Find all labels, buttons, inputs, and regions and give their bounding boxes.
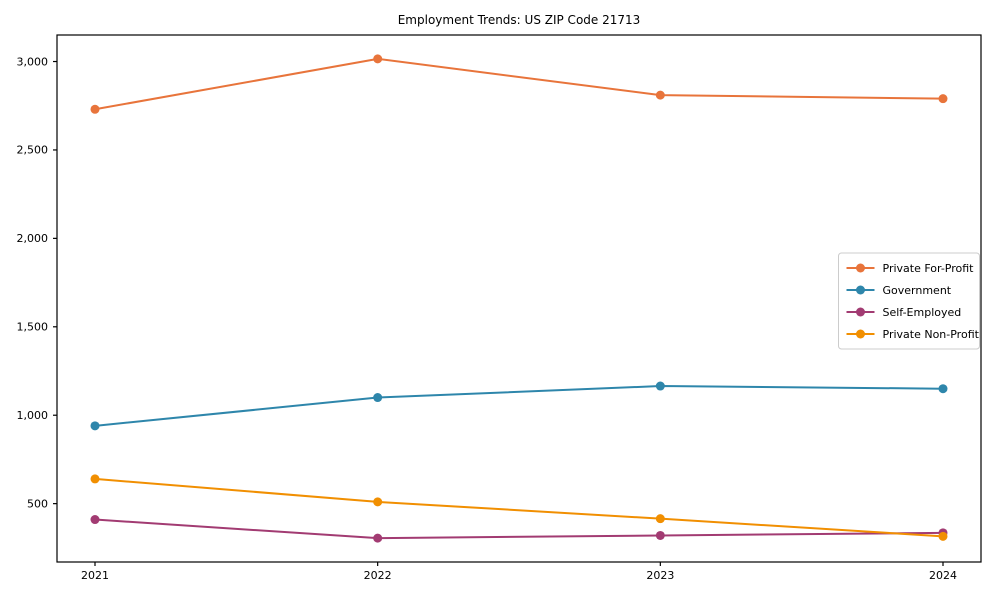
legend-swatch-marker: [856, 285, 865, 295]
data-point: [373, 393, 383, 403]
y-tick-label: 3,000: [17, 55, 49, 68]
series-line-0: [94, 57, 944, 111]
x-tick-label: 2022: [364, 569, 392, 582]
x-tick-label: 2024: [929, 569, 957, 582]
data-point: [90, 515, 100, 525]
legend: Private For-Profit Government Self-Emplo…: [838, 252, 980, 350]
series-line-3: [94, 477, 944, 538]
data-point: [373, 533, 383, 543]
legend-label: Self-Employed: [883, 306, 962, 319]
chart-title: Employment Trends: US ZIP Code 21713: [398, 13, 641, 27]
data-point: [655, 514, 665, 524]
legend-swatch-marker: [856, 329, 865, 339]
plot-frame: [56, 34, 982, 563]
y-tick-label: 2,500: [17, 144, 49, 157]
series-line-2: [94, 518, 944, 540]
x-axis: 2021 2022 2023 2024: [81, 562, 957, 582]
y-tick-label: 500: [27, 497, 48, 510]
legend-item: Government: [846, 284, 952, 297]
data-point: [655, 381, 665, 391]
data-point: [938, 531, 948, 541]
data-point: [90, 474, 100, 484]
data-point: [655, 90, 665, 100]
y-tick-label: 2,000: [17, 232, 49, 245]
data-point: [938, 94, 948, 104]
data-point: [373, 497, 383, 507]
legend-item: Self-Employed: [846, 306, 962, 319]
y-tick-label: 1,000: [17, 409, 49, 422]
legend-swatch-marker: [856, 263, 865, 273]
x-tick-label: 2023: [646, 569, 674, 582]
data-point: [373, 54, 383, 64]
legend-label: Government: [883, 284, 952, 297]
y-tick-label: 1,500: [17, 321, 49, 334]
series-layer: [90, 54, 948, 543]
series-line-1: [94, 385, 944, 427]
data-point: [655, 530, 665, 540]
legend-label: Private Non-Profit: [883, 328, 980, 341]
data-point: [90, 421, 100, 431]
legend-item: Private For-Profit: [846, 262, 975, 275]
data-point: [90, 104, 100, 114]
legend-item: Private Non-Profit: [846, 328, 980, 341]
legend-box: [838, 252, 980, 350]
data-point: [938, 384, 948, 394]
legend-label: Private For-Profit: [883, 262, 975, 275]
legend-swatch-marker: [856, 307, 865, 317]
axis-frame: [56, 34, 982, 563]
y-axis: 500 1,000 1,500 2,000 2,500 3,000: [17, 55, 57, 510]
x-tick-label: 2021: [81, 569, 109, 582]
